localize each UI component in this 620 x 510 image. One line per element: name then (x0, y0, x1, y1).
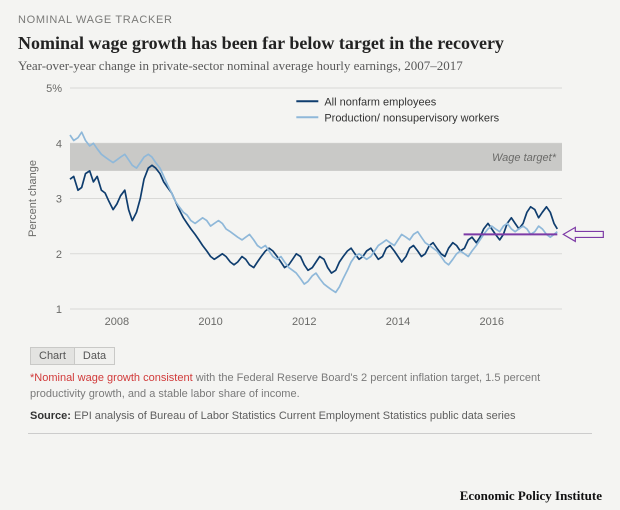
svg-text:1: 1 (56, 304, 62, 316)
svg-text:5%: 5% (46, 83, 62, 95)
svg-text:2: 2 (56, 249, 62, 261)
eyebrow: NOMINAL WAGE TRACKER (18, 14, 602, 26)
svg-text:Wage target*: Wage target* (492, 152, 557, 164)
subtitle: Year-over-year change in private-sector … (18, 57, 602, 75)
svg-text:Percent change: Percent change (27, 160, 39, 237)
svg-text:2016: 2016 (479, 316, 503, 328)
page-title: Nominal wage growth has been far below t… (18, 32, 602, 55)
data-view-button[interactable]: Data (75, 347, 115, 365)
svg-text:2010: 2010 (198, 316, 222, 328)
bottom-rule (28, 433, 592, 434)
svg-text:3: 3 (56, 194, 62, 206)
svg-text:Production/ nonsupervisory wor: Production/ nonsupervisory workers (324, 112, 499, 124)
svg-text:2008: 2008 (105, 316, 129, 328)
chart-view-button[interactable]: Chart (30, 347, 75, 365)
svg-text:2014: 2014 (386, 316, 410, 328)
svg-text:2012: 2012 (292, 316, 316, 328)
brand: Economic Policy Institute (460, 488, 602, 504)
source-label: Source: (30, 410, 71, 422)
view-toggle: ChartData (30, 346, 602, 365)
line-chart: 1 2 3 4 5% Wage target* 2008 2010 2012 2014 2016 Pe… (18, 80, 578, 335)
chart-area: 1 2 3 4 5% Wage target* 2008 2010 2012 2014 2016 Pe… (18, 80, 602, 340)
source-text: EPI analysis of Bureau of Labor Statisti… (71, 410, 515, 422)
footnote: *Nominal wage growth consistent with the… (30, 371, 592, 403)
svg-text:All nonfarm employees: All nonfarm employees (324, 96, 436, 108)
svg-text:4: 4 (56, 138, 62, 150)
footnote-highlight: *Nominal wage growth consistent (30, 372, 193, 384)
source-line: Source: EPI analysis of Bureau of Labor … (30, 409, 592, 425)
